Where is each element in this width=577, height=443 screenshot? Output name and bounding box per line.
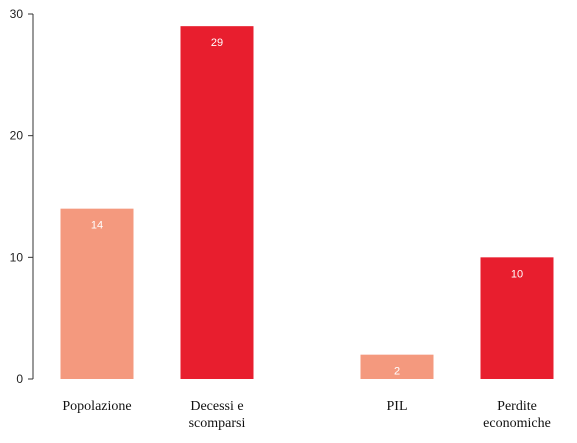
bar-value-label: 14 <box>91 220 103 232</box>
category-label: Decessi e scomparsi <box>189 399 246 431</box>
category-label-line: scomparsi <box>189 416 246 431</box>
bar <box>360 354 434 379</box>
category-label-line: Decessi e <box>190 399 243 414</box>
bars: 14 29 2 10 <box>60 26 554 380</box>
category-labels: Popolazione Decessi e scomparsi PIL Perdite e… <box>62 399 550 431</box>
category-label: PIL <box>387 399 408 414</box>
category-label: Popolazione <box>62 399 131 414</box>
y-tick-label: 0 <box>16 372 23 386</box>
category-label-line: Perdite <box>497 399 537 414</box>
y-tick-label: 10 <box>10 250 24 264</box>
category-label: Perdite economiche <box>483 399 551 431</box>
bar-value-label: 2 <box>394 366 400 378</box>
bar-value-label: 29 <box>211 37 223 49</box>
bar <box>60 208 134 379</box>
category-label-line: Popolazione <box>62 399 131 414</box>
y-tick-label: 20 <box>10 129 24 143</box>
bar <box>480 257 554 379</box>
bar-value-label: 10 <box>511 268 523 280</box>
category-label-line: economiche <box>483 416 551 431</box>
y-axis: 0 10 20 30 <box>10 7 34 386</box>
y-tick-label: 30 <box>10 7 24 21</box>
bar <box>180 26 254 380</box>
category-label-line: PIL <box>387 399 408 414</box>
